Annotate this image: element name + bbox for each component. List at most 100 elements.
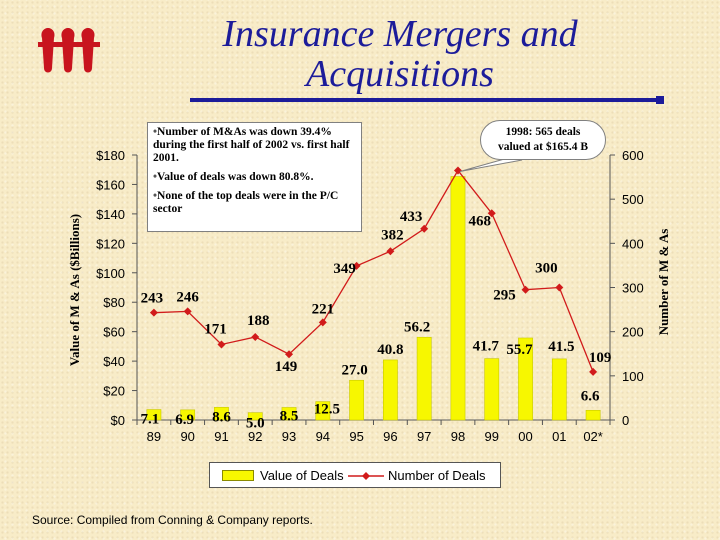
y-tick-label: $120	[96, 236, 125, 251]
x-tick-label: 96	[383, 429, 397, 444]
line-point	[521, 285, 530, 294]
line-point	[453, 166, 462, 175]
x-tick-label: 00	[518, 429, 532, 444]
y-tick-label: $0	[111, 413, 125, 428]
bar-value-label: 41.7	[473, 339, 500, 355]
line-value-label: 188	[247, 313, 270, 329]
line-point	[183, 307, 192, 316]
line-point	[352, 261, 361, 270]
legend-bar-label: Value of Deals	[260, 468, 344, 483]
title-underline-end	[656, 96, 664, 104]
y-tick-label: $140	[96, 207, 125, 222]
y2-tick-label: 500	[622, 192, 644, 207]
y2-tick-label: 200	[622, 325, 644, 340]
page-title: Insurance Mergers and Acquisitions	[150, 14, 650, 94]
line-value-label: 468	[469, 213, 492, 229]
y-axis-title-left: Value of M & As ($Billions)	[67, 213, 82, 367]
line-point	[149, 308, 158, 317]
x-tick-label: 01	[552, 429, 566, 444]
line-value-label: 221	[312, 301, 335, 317]
bar-value-label: 7.1	[141, 412, 160, 428]
line-point	[217, 340, 226, 349]
y-tick-label: $20	[103, 384, 125, 399]
line-point	[386, 247, 395, 256]
x-tick-label: 98	[451, 429, 465, 444]
bar	[281, 407, 297, 421]
title-line-2: Acquisitions	[306, 53, 494, 95]
legend-item-line: Number of Deals	[348, 468, 486, 483]
y2-tick-label: 100	[622, 369, 644, 384]
bar-value-label: 56.2	[404, 319, 430, 335]
y-tick-label: $100	[96, 266, 125, 281]
bar	[416, 336, 432, 421]
line-point	[589, 367, 598, 376]
x-tick-label: 99	[485, 429, 499, 444]
bar	[247, 412, 263, 421]
source-note: Source: Compiled from Conning & Company …	[32, 513, 313, 527]
x-tick-label: 92	[248, 429, 262, 444]
line-value-label: 295	[493, 288, 516, 304]
bar-value-label: 40.8	[377, 342, 403, 358]
bar	[382, 359, 398, 421]
y-tick-label: $160	[96, 177, 125, 192]
x-tick-label: 90	[180, 429, 194, 444]
bar	[180, 409, 196, 421]
legend-line-swatch	[348, 471, 384, 480]
y2-tick-label: 600	[622, 148, 644, 163]
y-axis-title-right: Number of M & As	[656, 228, 671, 336]
x-tick-label: 89	[147, 429, 161, 444]
y2-tick-label: 300	[622, 281, 644, 296]
legend: Value of Deals Number of Deals	[209, 462, 501, 488]
bar-value-label: 27.0	[341, 362, 367, 378]
iii-logo	[38, 28, 100, 73]
bar	[450, 176, 466, 421]
x-tick-label: 02*	[583, 429, 603, 444]
x-tick-label: 91	[214, 429, 228, 444]
callout-pointer	[459, 157, 523, 172]
line-point	[420, 224, 429, 233]
bar	[518, 337, 533, 421]
line-value-label: 171	[204, 321, 227, 337]
bar-value-label: 6.9	[175, 412, 194, 428]
line-value-label: 382	[381, 227, 404, 243]
x-tick-label: 93	[282, 429, 296, 444]
title-underline	[190, 98, 660, 102]
bar-value-label: 5.0	[246, 416, 265, 432]
callout-line-2: valued at $165.4 B	[497, 141, 589, 153]
bar	[146, 409, 162, 421]
line-point	[251, 332, 260, 341]
bar	[315, 401, 331, 421]
y-tick-label: $40	[103, 354, 125, 369]
x-tick-label: 94	[316, 429, 330, 444]
y-tick-label: $80	[103, 295, 125, 310]
callout-line-1: 1998: 565 deals	[505, 126, 581, 138]
number-of-deals-line	[153, 169, 594, 373]
line-value-label: 433	[400, 209, 423, 225]
x-tick-label: 95	[349, 429, 363, 444]
line-point	[487, 209, 496, 218]
y-tick-label: $180	[96, 148, 125, 163]
note-item: Number of M&As was down 39.4% during the…	[153, 126, 356, 165]
bar	[551, 358, 567, 421]
line-point	[285, 350, 294, 359]
callout-box: 1998: 565 deals valued at $165.4 B	[480, 120, 606, 160]
line-value-label: 246	[176, 289, 199, 305]
line-value-label: 300	[535, 261, 558, 277]
bar-value-label: 8.5	[280, 408, 299, 424]
line-point	[318, 318, 327, 327]
legend-line-label: Number of Deals	[388, 468, 486, 483]
y2-tick-label: 400	[622, 236, 644, 251]
y-tick-label: $60	[103, 325, 125, 340]
note-item: Value of deals was down 80.8%.	[153, 171, 356, 184]
bar-value-label: 8.6	[212, 409, 231, 425]
line-point	[555, 283, 564, 292]
line-value-label: 149	[275, 359, 298, 375]
y2-tick-label: 0	[622, 413, 629, 428]
line-value-label: 243	[141, 291, 164, 307]
bar-value-label: 6.6	[581, 388, 600, 404]
line-value-label: 349	[333, 261, 356, 277]
bar	[585, 409, 601, 421]
bar-value-label: 55.7	[506, 342, 533, 358]
legend-item-bar: Value of Deals	[222, 468, 344, 483]
